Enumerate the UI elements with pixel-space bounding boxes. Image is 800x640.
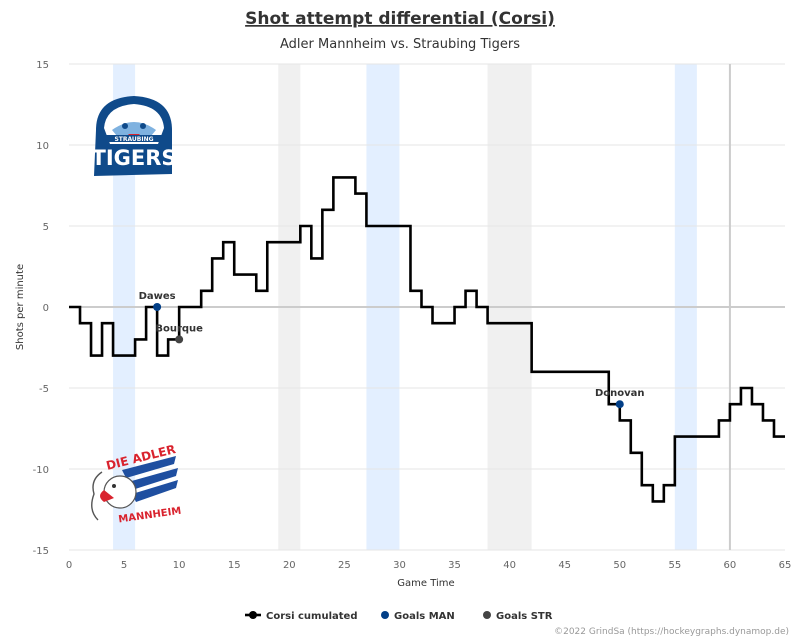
x-tick-label-50: 50 [613,560,626,571]
chart-credits[interactable]: ©2022 GrindSa (https://hockeygraphs.dyna… [554,627,789,637]
legend-dot-swatch [483,611,491,619]
x-tick-label-5: 5 [121,560,127,571]
y-tick-label--5: -5 [39,384,49,395]
x-tick-label-55: 55 [668,560,681,571]
legend-dot-swatch [381,611,389,619]
straubing-logo-line2: TIGERS [91,146,176,170]
y-axis-ticks: 15 10 5 0 -5 -10 -15 [33,60,49,557]
x-tick-label-10: 10 [173,560,186,571]
chart-subtitle: Adler Mannheim vs. Straubing Tigers [280,37,520,52]
goal-marker-dawes [153,303,162,311]
y-tick-label--15: -15 [33,546,49,557]
legend-label-0: Corsi cumulated [266,611,357,622]
goal-label-donovan: Donovan [595,388,645,399]
legend-line-marker [249,611,257,619]
goal-marker-bourque [175,335,184,344]
y-tick-label-15: 15 [36,60,49,71]
legend-item-2[interactable]: Goals STR [483,611,553,622]
goal-markers: Dawes Bourque Donovan [139,291,645,409]
x-tick-label-45: 45 [558,560,571,571]
x-tick-label-65: 65 [779,560,792,571]
y-tick-label--10: -10 [33,465,49,476]
adler-mannheim-logo: DIE ADLER MANNHEIM [91,442,182,525]
x-tick-label-40: 40 [503,560,516,571]
legend-item-1[interactable]: Goals MAN [381,611,455,622]
x-tick-label-35: 35 [448,560,461,571]
goal-label-dawes: Dawes [139,291,176,302]
x-tick-label-0: 0 [66,560,72,571]
goal-marker-donovan [615,400,624,409]
y-tick-label-0: 0 [43,303,49,314]
x-tick-label-15: 15 [228,560,241,571]
legend-label-2: Goals STR [496,611,553,622]
goal-label-bourque: Bourque [155,323,203,334]
y-tick-label-10: 10 [36,141,49,152]
x-tick-label-60: 60 [724,560,737,571]
x-tick-label-20: 20 [283,560,296,571]
chart-legend[interactable]: Corsi cumulated Goals MAN Goals STR [245,611,553,622]
chart-title: Shot attempt differential (Corsi) [245,9,555,29]
straubing-tigers-logo: STRAUBING TIGERS [91,96,177,176]
y-axis-title: Shots per minute [15,264,26,350]
legend-item-0[interactable]: Corsi cumulated [245,611,357,622]
x-tick-label-25: 25 [338,560,351,571]
x-tick-label-30: 30 [393,560,406,571]
grid-lines [69,63,785,551]
x-axis-ticks: 0 5 10 15 20 25 30 35 40 45 50 55 60 65 [66,560,792,571]
straubing-logo-line1: STRAUBING [114,136,153,143]
x-axis-title: Game Time [397,578,454,589]
y-tick-label-5: 5 [43,222,49,233]
legend-label-1: Goals MAN [394,611,455,622]
